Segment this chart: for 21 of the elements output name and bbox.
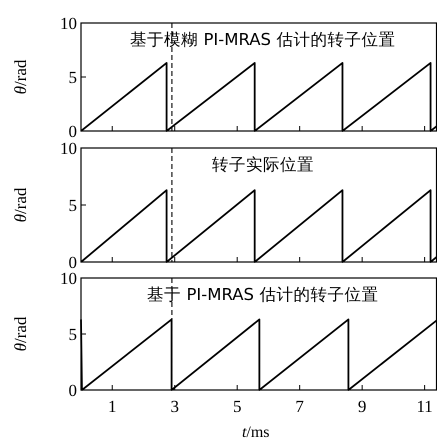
- x-tick-label: 3: [170, 397, 179, 416]
- x-tick-label: 7: [295, 397, 304, 416]
- y-tick-label: 0: [68, 253, 77, 272]
- x-tick-label: 1: [108, 397, 116, 416]
- y-axis-title: θ/rad: [11, 187, 30, 222]
- y-tick-label: 0: [68, 381, 77, 400]
- y-tick-label: 10: [60, 139, 77, 158]
- y-tick-label: 10: [60, 14, 77, 33]
- chart-title: 转子实际位置: [212, 155, 314, 174]
- x-tick-label: 5: [232, 397, 242, 416]
- y-axis-title: θ/rad: [11, 59, 30, 94]
- y-axis-title: θ/rad: [11, 316, 30, 352]
- y-tick-label: 5: [68, 325, 77, 344]
- y-tick-label: 5: [68, 68, 77, 87]
- x-axis-title: t/ms: [242, 424, 270, 441]
- chart-title: 基于模糊 PI-MRAS 估计的转子位置: [130, 30, 396, 49]
- x-tick-label: 11: [416, 397, 433, 416]
- y-tick-label: 10: [60, 269, 77, 288]
- y-tick-label: 0: [68, 122, 77, 141]
- y-tick-label: 5: [68, 196, 77, 215]
- x-tick-label: 9: [358, 397, 366, 416]
